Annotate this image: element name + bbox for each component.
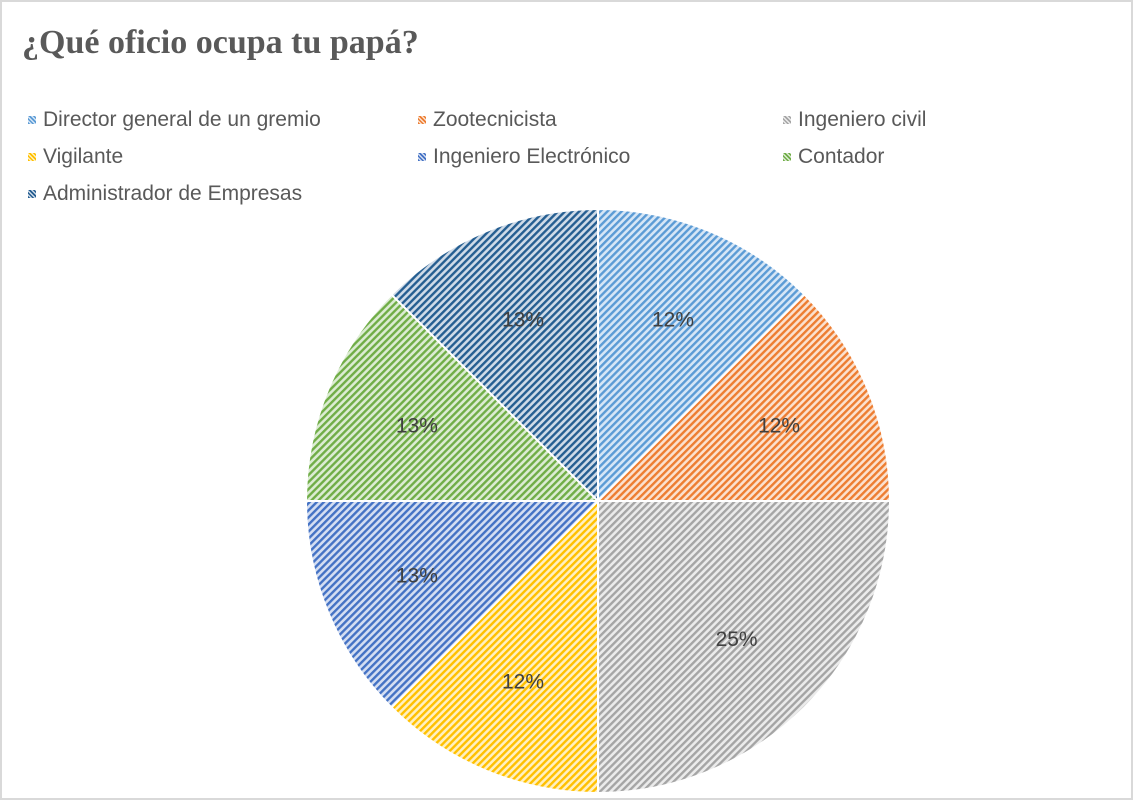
pie-slice <box>304 293 601 502</box>
pie-slice <box>304 500 601 709</box>
slice-label: 12% <box>758 415 800 438</box>
slice-label: 13% <box>396 415 438 438</box>
legend-swatch <box>28 152 36 161</box>
legend-swatch <box>418 152 426 161</box>
legend: Director general de un gremio Zootecnici… <box>28 101 1108 212</box>
legend-item: Contador <box>783 138 1083 175</box>
slice-label: 13% <box>502 308 544 331</box>
slice-label: 25% <box>716 628 758 651</box>
legend-label: Director general de un gremio <box>43 107 321 131</box>
legend-label: Contador <box>798 144 885 168</box>
legend-label: Ingeniero civil <box>798 107 927 131</box>
slice-label: 12% <box>652 308 694 331</box>
pie-slices <box>304 207 892 795</box>
legend-label: Vigilante <box>43 144 124 168</box>
legend-item: Zootecnicista <box>418 101 783 138</box>
legend-label: Ingeniero Electrónico <box>433 144 631 168</box>
pie-labels: 12% 12% 25% 12% 13% 13% 13% <box>396 308 800 693</box>
legend-swatch <box>418 115 426 124</box>
slice-label: 13% <box>396 565 438 588</box>
pie-slice <box>390 207 599 504</box>
legend-swatch <box>783 152 791 161</box>
legend-label: Zootecnicista <box>433 107 557 131</box>
legend-swatch <box>783 115 791 124</box>
legend-label: Administrador de Empresas <box>43 181 303 205</box>
pie-slice <box>390 498 599 795</box>
legend-item: Administrador de Empresas <box>28 175 418 212</box>
legend-item: Ingeniero civil <box>783 101 1083 138</box>
pie-slice <box>597 207 806 504</box>
slice-label: 12% <box>502 671 544 694</box>
chart-title: ¿Qué oficio ocupa tu papá? <box>22 24 419 61</box>
legend-swatch <box>28 115 36 124</box>
pie-slice <box>597 500 892 795</box>
legend-swatch <box>28 189 36 198</box>
legend-item: Ingeniero Electrónico <box>418 138 783 175</box>
legend-item: Director general de un gremio <box>28 101 418 138</box>
pie-slice <box>595 293 892 502</box>
legend-item: Vigilante <box>28 138 418 175</box>
